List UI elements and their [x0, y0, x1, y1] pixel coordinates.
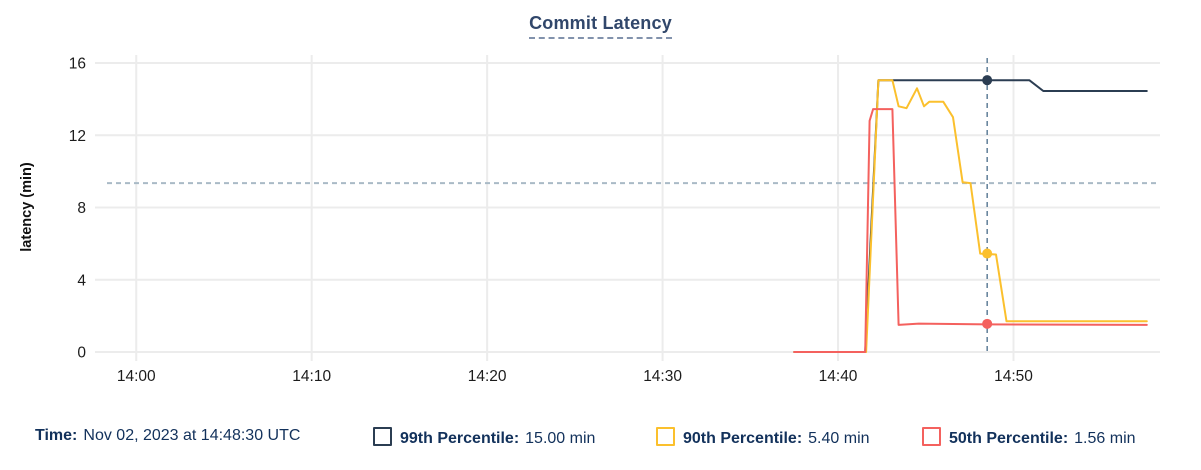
y-axis-label: latency (min): [19, 162, 35, 252]
legend-value-99th: 15.00 min: [525, 430, 596, 447]
series-line-p50: [793, 108, 1148, 353]
chart-legend: Time: Nov 02, 2023 at 14:48:30 UTC 99th P…: [0, 425, 1201, 457]
legend-item-99th-percentile[interactable]: 99th Percentile: 15.00 min: [373, 427, 595, 448]
cursor-marker-p50: [982, 318, 993, 329]
x-tick-label: 14:10: [292, 368, 331, 385]
legend-item-90th-percentile[interactable]: 90th Percentile: 5.40 min: [656, 427, 870, 448]
y-tick-label: 0: [77, 345, 86, 362]
chart-title[interactable]: Commit Latency: [529, 13, 672, 39]
legend-item-50th-percentile[interactable]: 50th Percentile: 1.56 min: [922, 427, 1136, 448]
legend-label-99th: 99th Percentile:: [400, 430, 520, 447]
y-tick-label: 16: [69, 56, 86, 73]
legend-label-50th: 50th Percentile:: [949, 430, 1069, 447]
x-tick-label: 14:50: [994, 368, 1033, 385]
legend-time: Time: Nov 02, 2023 at 14:48:30 UTC: [35, 427, 300, 445]
legend-swatch-99th: [373, 427, 392, 446]
series-line-p90: [793, 79, 1148, 353]
x-tick-label: 14:20: [468, 368, 507, 385]
y-tick-label: 8: [77, 200, 86, 217]
legend-label-90th: 90th Percentile:: [683, 430, 803, 447]
x-tick-label: 14:30: [643, 368, 682, 385]
y-tick-label: 12: [69, 128, 86, 145]
legend-value-90th: 5.40 min: [808, 430, 870, 447]
chart-header: Commit Latency: [0, 13, 1201, 39]
latency-line-chart: 0 4 8 12 16 14:00 14:10 14:20 14:30 14:40 14:50 lat…: [19, 55, 1160, 385]
time-value: Nov 02, 2023 at 14:48:30 UTC: [83, 427, 301, 444]
y-tick-label: 4: [77, 272, 86, 289]
legend-value-50th: 1.56 min: [1074, 430, 1136, 447]
cursor-marker-p90: [982, 248, 993, 259]
x-tick-label: 14:00: [117, 368, 156, 385]
series-line-p99: [793, 79, 1148, 353]
time-label: Time:: [35, 427, 78, 444]
legend-swatch-50th: [922, 427, 941, 446]
legend-swatch-90th: [656, 427, 675, 446]
x-tick-label: 14:40: [819, 368, 858, 385]
cursor-marker-p99: [982, 75, 993, 86]
